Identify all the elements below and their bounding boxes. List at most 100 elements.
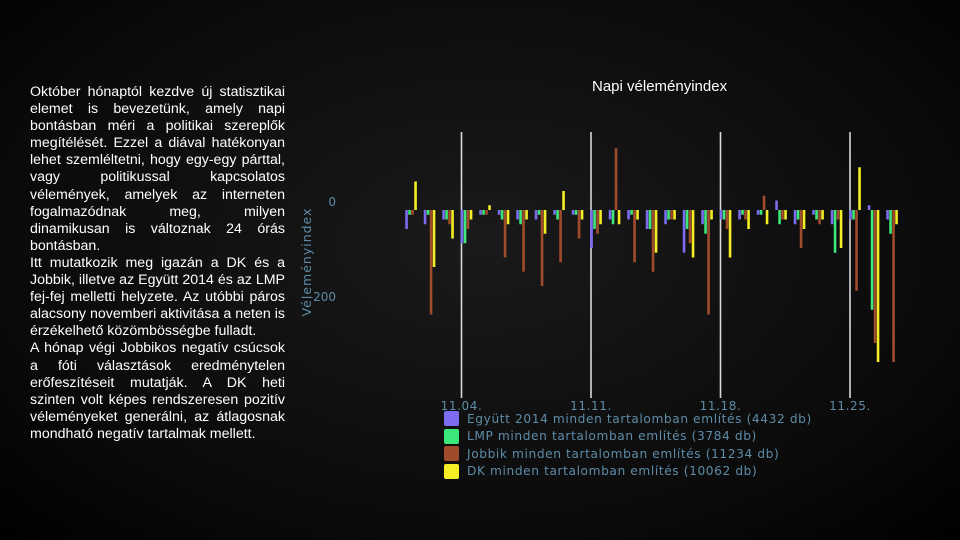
bar	[408, 210, 411, 215]
bar	[796, 210, 800, 220]
bar	[645, 210, 649, 229]
bar	[460, 210, 464, 244]
legend-label: DK minden tartalomban említés (10062 db)	[467, 464, 758, 479]
bar	[701, 210, 704, 225]
bar	[759, 210, 763, 215]
x-tick-label: 11.25.	[829, 399, 871, 413]
bar	[519, 210, 522, 225]
bar	[485, 210, 488, 215]
bar	[886, 210, 889, 220]
bar	[741, 210, 744, 215]
bar	[722, 210, 726, 220]
bar	[537, 210, 541, 215]
legend-item-dk: DK minden tartalomban említés (10062 db)	[444, 463, 812, 481]
legend-item-lmp: LMP minden tartalomban említés (3784 db)	[444, 428, 812, 446]
bar	[870, 210, 874, 310]
bar	[784, 210, 787, 220]
bar	[488, 205, 491, 210]
bar	[571, 210, 575, 215]
x-tick-label: 11.11.	[570, 399, 612, 413]
bar	[442, 210, 445, 220]
bar	[627, 210, 630, 220]
bar	[858, 167, 861, 210]
bar	[765, 210, 769, 225]
legend-swatch	[444, 411, 459, 427]
bar	[411, 210, 414, 215]
legend-item-jobbik: Jobbik minden tartalomban említés (11234…	[444, 445, 812, 463]
bar	[479, 210, 482, 215]
bar	[451, 210, 454, 239]
bar	[725, 210, 729, 229]
bar	[506, 210, 510, 225]
bar	[781, 210, 784, 220]
bar	[463, 210, 467, 244]
bar	[876, 210, 880, 362]
bar	[562, 191, 565, 210]
bar	[611, 210, 615, 225]
bar	[577, 210, 581, 239]
bar	[664, 210, 667, 225]
bar	[836, 210, 840, 220]
bar	[799, 210, 803, 248]
bar	[762, 195, 766, 210]
bar	[728, 210, 732, 258]
bar	[596, 210, 599, 234]
legend-swatch	[444, 463, 459, 479]
legend-swatch	[444, 446, 459, 462]
bar	[630, 210, 633, 215]
bar	[648, 210, 652, 229]
bar	[522, 210, 525, 272]
bar	[719, 210, 723, 220]
legend-swatch	[444, 428, 459, 444]
bar	[691, 210, 695, 258]
paragraph-1: Október hónaptól kezdve új statisztikai …	[30, 84, 285, 254]
bar	[892, 210, 895, 362]
bar	[738, 210, 741, 220]
bar	[445, 210, 448, 220]
y-tick-label: -200	[309, 290, 336, 304]
bar	[775, 200, 778, 210]
legend-label: LMP minden tartalomban említés (3784 db)	[467, 429, 757, 444]
bar	[889, 210, 892, 234]
bar	[516, 210, 519, 220]
bar	[688, 210, 692, 244]
bar	[405, 210, 408, 229]
bar	[503, 210, 507, 258]
legend-label: Együtt 2014 minden tartalomban említés (…	[467, 411, 812, 426]
bar	[867, 205, 871, 210]
bar	[633, 210, 636, 263]
bar	[429, 210, 433, 315]
bar	[534, 210, 538, 220]
bar	[540, 210, 544, 286]
bar	[593, 210, 596, 229]
bar	[614, 148, 618, 210]
bar	[543, 210, 547, 234]
bar	[707, 210, 710, 315]
bar	[710, 210, 713, 220]
bar	[617, 210, 621, 225]
bar	[812, 210, 815, 215]
y-tick-label: 0	[328, 195, 336, 209]
bar	[651, 210, 655, 272]
bar	[599, 210, 602, 225]
bar	[426, 210, 430, 215]
x-tick-label: 11.04.	[441, 399, 483, 413]
bar	[815, 210, 818, 220]
legend-label: Jobbik minden tartalomban említés (11234…	[467, 446, 780, 461]
bar	[469, 210, 473, 220]
bar	[497, 210, 501, 215]
y-axis-label: Véleményindex	[299, 208, 314, 317]
bar	[855, 210, 858, 291]
bar	[756, 210, 760, 215]
bar	[525, 210, 528, 220]
bar	[482, 210, 485, 215]
bar	[821, 210, 824, 220]
legend-item-egyutt: Együtt 2014 minden tartalomban említés (…	[444, 410, 812, 428]
bar	[839, 210, 843, 248]
bar	[747, 210, 750, 229]
bar	[414, 181, 417, 210]
bar	[654, 210, 658, 253]
bar	[793, 210, 797, 225]
bar	[636, 210, 639, 220]
